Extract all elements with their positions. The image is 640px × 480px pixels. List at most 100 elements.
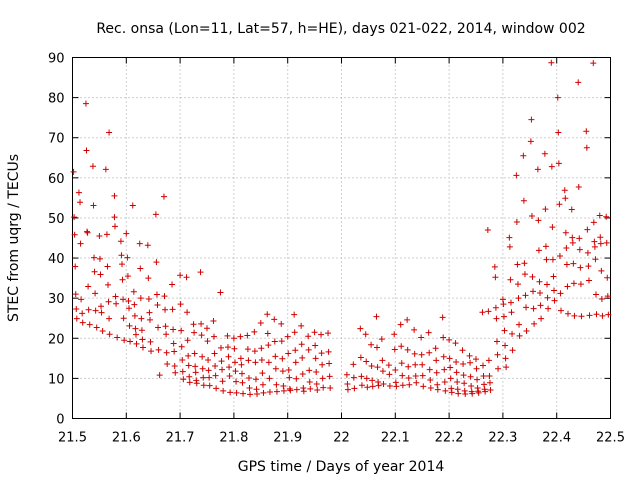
data-point <box>499 296 506 303</box>
data-point <box>219 378 226 385</box>
data-point <box>210 333 217 340</box>
data-point <box>520 152 527 159</box>
data-point <box>162 323 169 330</box>
data-point <box>96 232 103 239</box>
data-point <box>161 293 168 300</box>
data-point <box>486 372 493 379</box>
data-point <box>147 338 154 345</box>
data-point <box>351 385 358 392</box>
data-point <box>132 325 139 332</box>
data-point <box>179 368 186 375</box>
tick-labels: 21.5 21.6 21.7 21.8 21.9 22 22.1 22.2 22.3 22.4 22… <box>48 52 625 446</box>
data-point <box>86 321 93 328</box>
data-point <box>120 315 127 322</box>
data-point <box>380 381 387 388</box>
data-point <box>487 387 494 394</box>
data-point <box>192 363 199 370</box>
data-point <box>500 313 507 320</box>
data-point <box>555 160 562 167</box>
data-point <box>434 381 441 388</box>
data-point <box>178 343 185 350</box>
data-point <box>562 229 569 236</box>
data-point <box>84 228 91 235</box>
data-point <box>528 212 535 219</box>
data-point <box>92 290 99 297</box>
data-point <box>103 231 110 238</box>
data-point <box>245 374 252 381</box>
x-tick-label: 22.2 <box>435 431 464 446</box>
data-point <box>237 333 244 340</box>
data-point <box>272 353 279 360</box>
data-point <box>467 359 474 366</box>
data-point <box>521 260 528 267</box>
data-point <box>278 320 285 327</box>
y-tick-label: 10 <box>48 372 65 387</box>
data-point <box>124 273 131 280</box>
data-point <box>474 385 481 392</box>
data-point <box>139 344 146 351</box>
data-point <box>90 202 97 209</box>
data-point <box>468 383 475 390</box>
data-point <box>590 219 597 226</box>
data-point <box>71 214 78 221</box>
data-point <box>185 352 192 359</box>
data-point <box>118 261 125 268</box>
data-point <box>596 212 603 219</box>
data-point <box>480 372 487 379</box>
data-point <box>521 271 528 278</box>
data-point <box>186 379 193 386</box>
data-point <box>123 230 130 237</box>
data-point <box>265 359 272 366</box>
data-point <box>406 381 413 388</box>
data-point <box>570 260 577 267</box>
data-point <box>576 246 583 253</box>
data-point <box>170 326 177 333</box>
data-point <box>279 355 286 362</box>
data-point <box>120 296 127 303</box>
data-point <box>313 368 320 375</box>
data-point <box>459 347 466 354</box>
data-point <box>206 382 213 389</box>
data-point <box>418 351 425 358</box>
data-point <box>485 308 492 315</box>
data-point <box>544 294 551 301</box>
data-point <box>569 239 576 246</box>
data-point <box>318 350 325 357</box>
data-point <box>113 300 120 307</box>
data-point <box>593 311 600 318</box>
data-point <box>523 328 530 335</box>
data-point <box>314 387 321 394</box>
data-point <box>535 247 542 254</box>
data-point <box>133 340 140 347</box>
y-tick-label: 30 <box>48 292 65 307</box>
data-point <box>386 371 393 378</box>
data-point <box>598 295 605 302</box>
data-point <box>420 383 427 390</box>
data-point <box>585 263 592 270</box>
data-point <box>252 376 259 383</box>
data-point <box>233 389 240 396</box>
data-point <box>163 331 170 338</box>
data-point <box>344 386 351 393</box>
data-point <box>325 348 332 355</box>
data-point <box>112 293 119 300</box>
data-point <box>534 166 541 173</box>
data-point <box>186 373 193 380</box>
data-point <box>453 369 460 376</box>
data-point <box>378 336 385 343</box>
data-point <box>363 375 370 382</box>
data-point <box>427 385 434 392</box>
data-point <box>244 332 251 339</box>
data-point <box>130 288 137 295</box>
data-point <box>75 189 82 196</box>
data-point <box>500 301 507 308</box>
data-point <box>455 390 462 397</box>
data-point <box>554 94 561 101</box>
data-point <box>285 350 292 357</box>
data-point <box>523 304 530 311</box>
y-tick-label: 60 <box>48 172 65 187</box>
data-point <box>583 144 590 151</box>
data-point <box>398 360 405 367</box>
data-point <box>164 360 171 367</box>
data-point <box>491 263 498 270</box>
